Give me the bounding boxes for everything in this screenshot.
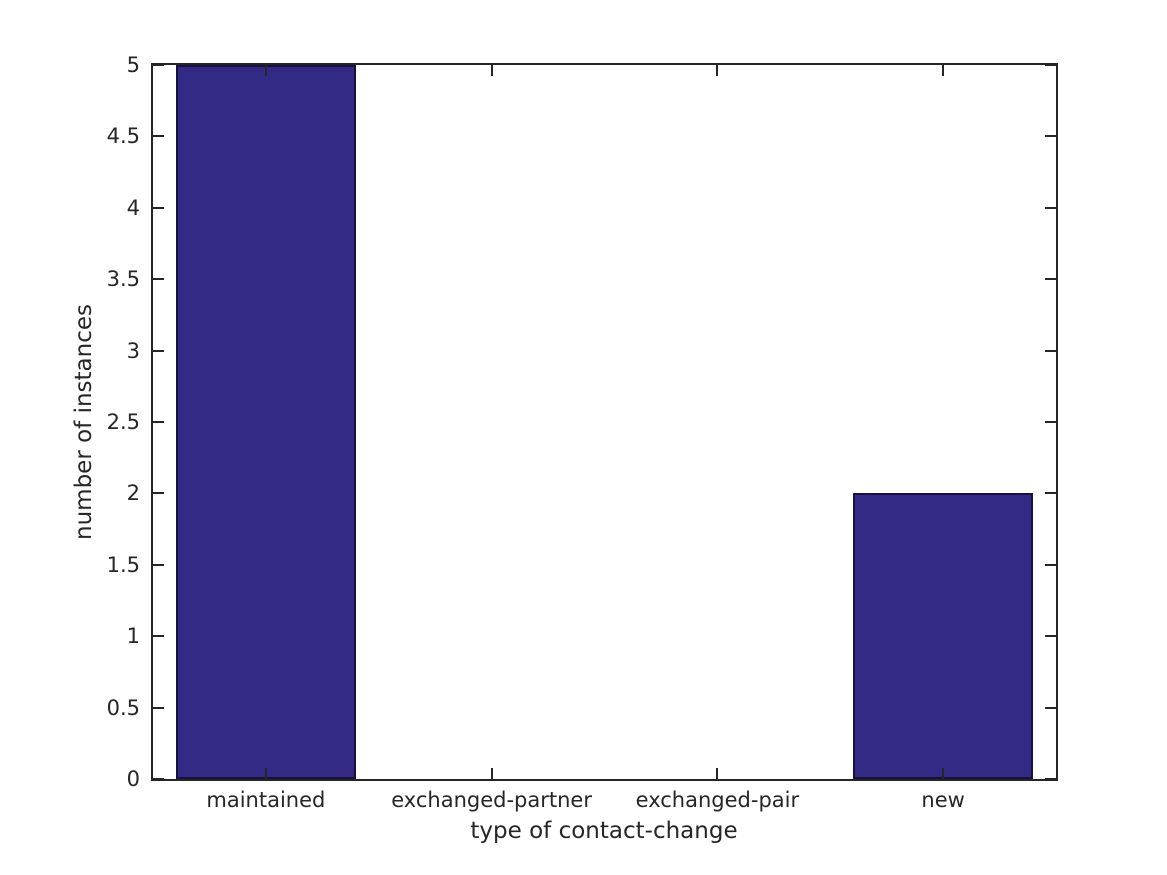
y-tick-mark: [153, 135, 164, 138]
plot-area: [151, 63, 1058, 781]
y-tick-label: 2.5: [106, 410, 140, 434]
y-tick-label: 1.5: [106, 552, 140, 577]
y-tick-mark: [153, 706, 164, 709]
y-tick-label: 0.5: [106, 695, 140, 720]
x-tick-mark: [942, 65, 945, 76]
y-tick-mark: [153, 563, 164, 566]
y-tick-mark: [1045, 421, 1056, 423]
x-tick-label-exchanged-partner: exchanged-partner: [391, 788, 592, 812]
y-tick-label: 5: [126, 53, 140, 77]
x-tick-mark: [716, 768, 719, 779]
y-tick-label: 2: [126, 481, 140, 506]
y-tick-mark: [1045, 635, 1056, 638]
y-tick-label: 3.5: [106, 267, 140, 292]
y-tick-mark: [1045, 278, 1056, 281]
x-tick-mark: [264, 768, 267, 779]
x-tick-mark: [490, 65, 493, 76]
x-axis-label: type of contact-change: [470, 818, 738, 844]
y-tick-mark: [1045, 64, 1056, 66]
bar-maintained: [175, 65, 357, 779]
y-tick-mark: [153, 421, 164, 423]
bar-new: [852, 493, 1034, 779]
y-tick-mark: [1045, 492, 1056, 495]
y-tick-mark: [153, 349, 164, 352]
y-tick-label: 0: [126, 767, 140, 791]
y-tick-mark: [153, 778, 164, 780]
y-tick-mark: [1045, 135, 1056, 138]
y-tick-label: 4: [126, 195, 140, 220]
y-tick-mark: [153, 64, 164, 66]
x-tick-mark: [716, 65, 719, 76]
x-tick-label-maintained: maintained: [206, 788, 326, 812]
y-tick-mark: [1045, 206, 1056, 209]
y-tick-label: 1: [126, 624, 140, 649]
x-tick-label-new: new: [921, 788, 965, 812]
x-tick-mark: [490, 768, 493, 779]
y-tick-mark: [153, 278, 164, 281]
y-tick-mark: [1045, 778, 1056, 780]
y-tick-mark: [153, 635, 164, 638]
y-tick-mark: [1045, 349, 1056, 352]
y-tick-label: 3: [126, 338, 140, 363]
y-tick-mark: [153, 206, 164, 209]
y-tick-mark: [153, 492, 164, 495]
x-tick-mark: [264, 65, 267, 76]
y-tick-label: 4.5: [106, 124, 140, 149]
y-tick-mark: [1045, 563, 1056, 566]
x-tick-mark: [942, 768, 945, 779]
x-tick-label-exchanged-pair: exchanged-pair: [635, 788, 800, 812]
y-tick-mark: [1045, 706, 1056, 709]
